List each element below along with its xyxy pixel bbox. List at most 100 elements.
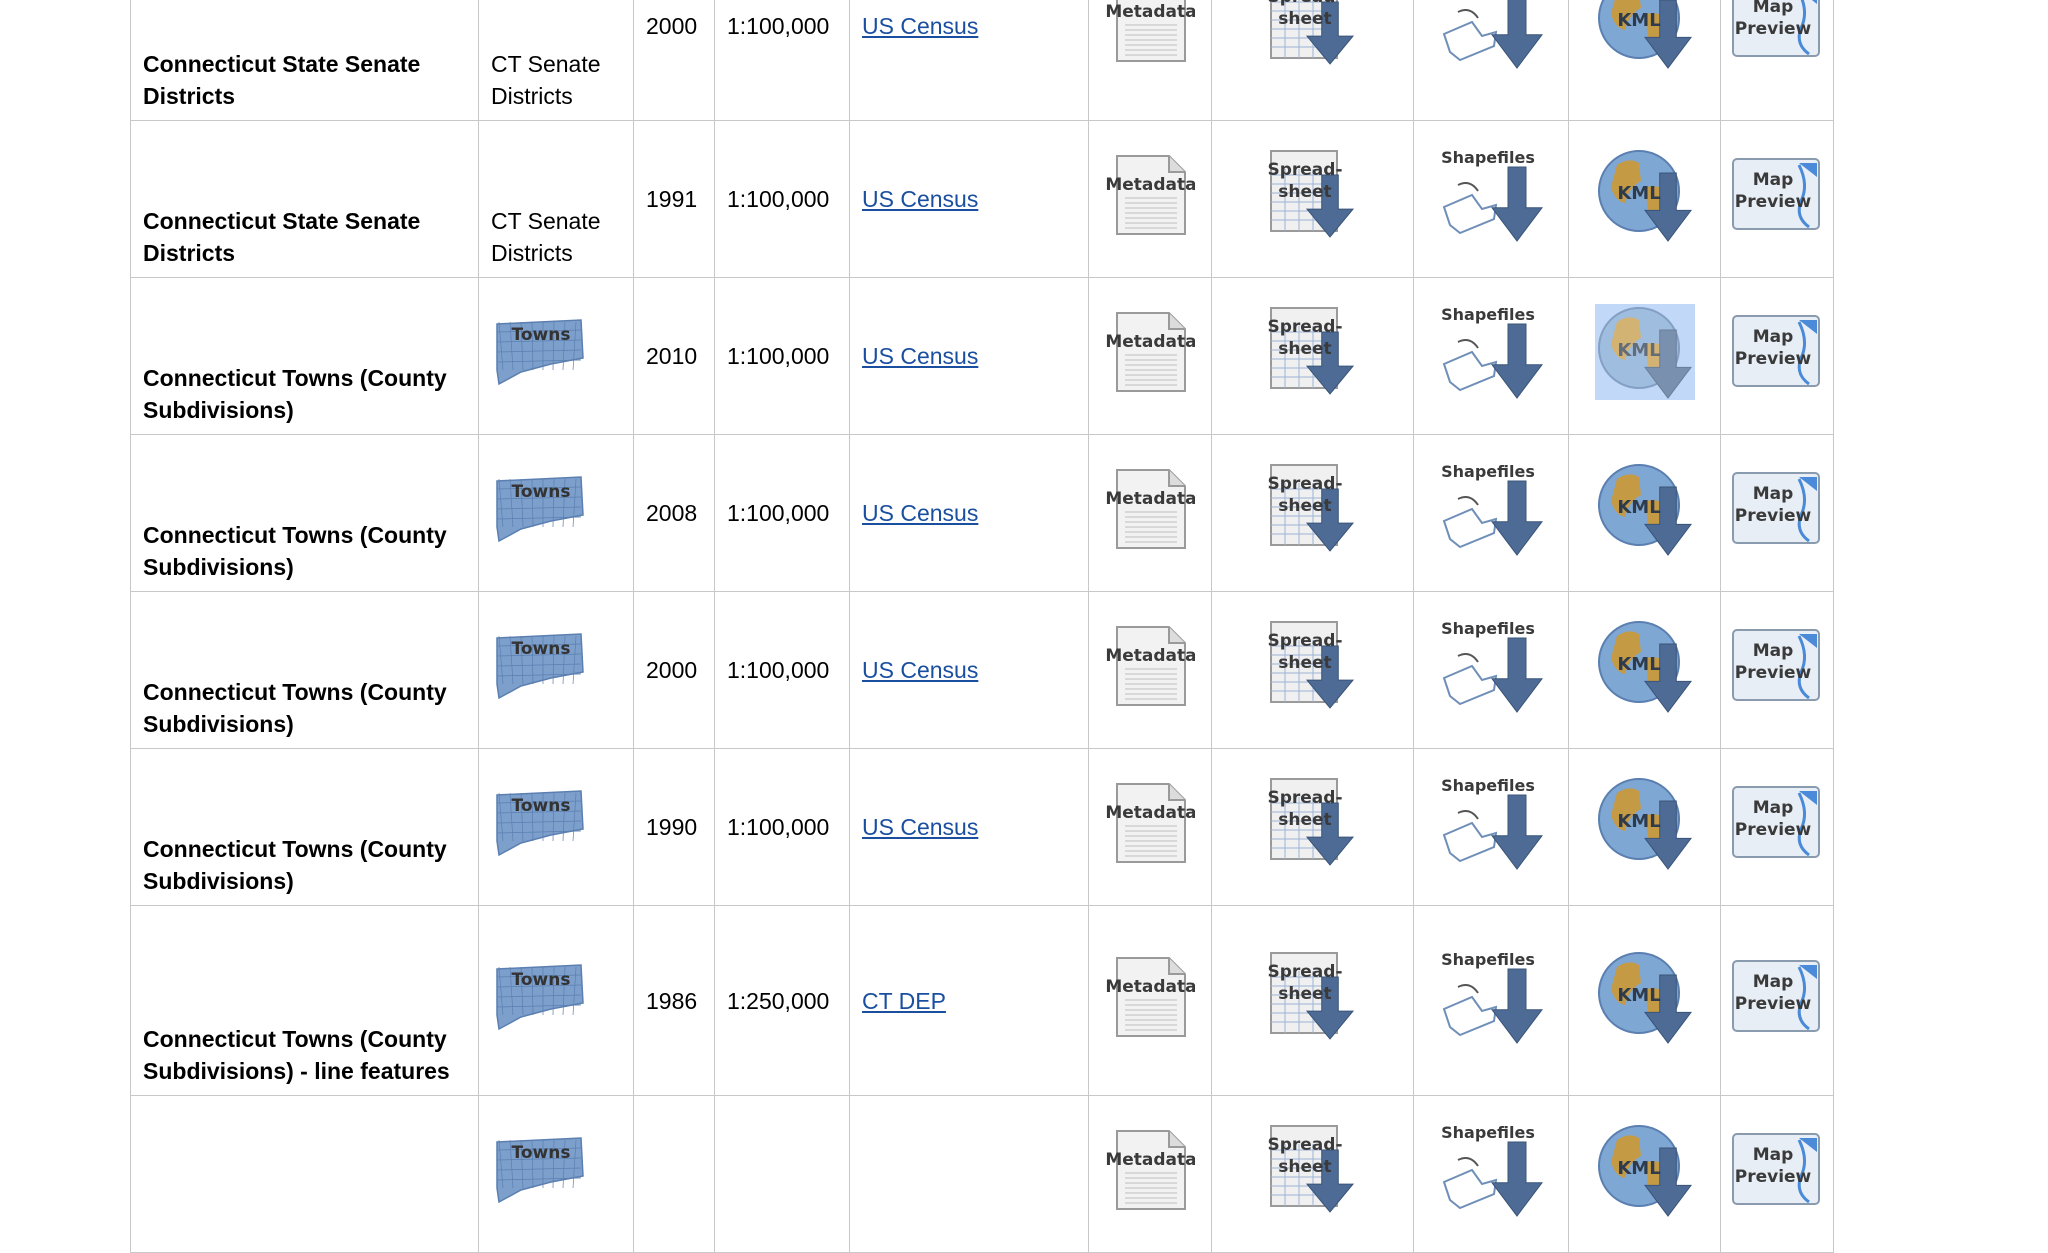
svg-text:Spread-: Spread- (1267, 1135, 1342, 1155)
metadata-cell: Metadata (1088, 591, 1212, 749)
thumbnail-cell: CT Senate Districts (478, 0, 634, 121)
year: 1991 (646, 186, 698, 212)
source-link[interactable]: US Census (862, 657, 979, 683)
scale-cell (714, 1095, 850, 1253)
metadata-icon[interactable]: Metadata (1105, 307, 1195, 397)
svg-text:Spread-: Spread- (1267, 160, 1342, 180)
kml-download-icon[interactable]: KML (1595, 461, 1695, 557)
kml-download-icon[interactable]: KML (1595, 618, 1695, 714)
spreadsheet-download-icon[interactable]: Spread-sheet (1265, 461, 1361, 557)
spreadsheet-download-icon[interactable]: Spread-sheet (1265, 147, 1361, 243)
map-preview-icon[interactable]: Map Preview (1729, 155, 1825, 235)
shapefiles-cell: Shapefiles (1413, 748, 1569, 906)
towns-thumbnail-icon: Towns (491, 785, 587, 857)
shapefiles-cell: Shapefiles (1413, 120, 1569, 278)
map-preview-icon[interactable]: Map Preview (1729, 957, 1825, 1037)
map-preview-cell: Map Preview (1720, 0, 1834, 121)
map-preview-icon[interactable]: Map Preview (1729, 312, 1825, 392)
map-preview-cell: Map Preview (1720, 591, 1834, 749)
svg-text:Towns: Towns (512, 970, 571, 990)
layer-name-cell: Connecticut Towns (County Subdivisions) … (130, 905, 479, 1096)
metadata-icon[interactable]: Metadata (1105, 464, 1195, 554)
kml-download-icon[interactable]: KML (1595, 775, 1695, 871)
spreadsheet-download-icon[interactable]: Spread-sheet (1265, 775, 1361, 871)
towns-thumbnail-icon: Towns (491, 314, 587, 386)
svg-text:KML: KML (1617, 183, 1660, 204)
shapefiles-download-icon[interactable]: Shapefiles (1436, 616, 1546, 716)
spreadsheet-download-icon[interactable]: Spread-sheet (1265, 618, 1361, 714)
map-preview-icon[interactable]: Map Preview (1729, 626, 1825, 706)
scale: 1:100,000 (727, 186, 830, 212)
spreadsheet-download-icon[interactable]: Spread-sheet (1265, 949, 1361, 1045)
kml-download-icon[interactable]: KML (1595, 1122, 1695, 1218)
metadata-icon[interactable]: Metadata (1105, 621, 1195, 711)
svg-text:Map: Map (1753, 641, 1794, 661)
metadata-icon[interactable]: Metadata (1105, 778, 1195, 868)
shapefiles-download-icon[interactable]: Shapefiles (1436, 947, 1546, 1047)
source-link[interactable]: CT DEP (862, 987, 946, 1014)
kml-cell: KML (1568, 120, 1721, 278)
metadata-icon[interactable]: Metadata (1105, 1125, 1195, 1215)
svg-text:Shapefiles: Shapefiles (1441, 305, 1535, 324)
kml-download-icon[interactable]: KML (1595, 147, 1695, 243)
source-cell: US Census (849, 277, 1089, 435)
metadata-icon[interactable]: Metadata (1105, 952, 1195, 1042)
layer-name: Connecticut Towns (County Subdivisions) (143, 522, 447, 580)
svg-text:Map: Map (1753, 798, 1794, 818)
svg-text:KML: KML (1617, 497, 1660, 518)
thumbnail-cell: Towns (478, 591, 634, 749)
source-link[interactable]: US Census (862, 186, 979, 212)
year: 2010 (646, 343, 698, 369)
metadata-icon[interactable]: Metadata (1105, 150, 1195, 240)
map-preview-icon[interactable]: Map Preview (1729, 783, 1825, 863)
source-link[interactable]: US Census (862, 814, 979, 840)
shapefiles-cell: Shapefiles (1413, 0, 1569, 121)
metadata-cell: Metadata (1088, 120, 1212, 278)
spreadsheet-download-icon[interactable]: Spread-sheet (1265, 0, 1361, 70)
source-link[interactable]: US Census (862, 343, 979, 369)
map-preview-cell: Map Preview (1720, 434, 1834, 592)
thumbnail-cell: Towns (478, 1095, 634, 1253)
kml-download-icon[interactable]: KML (1594, 304, 1695, 400)
layer-name-cell: Connecticut State Senate Districts (130, 120, 479, 278)
shapefiles-download-icon[interactable]: Shapefiles (1436, 302, 1546, 402)
scale-cell: 1:250,000 (714, 905, 850, 1096)
table-row: Connecticut Towns (County Subdivisions) T… (130, 434, 1834, 592)
layer-name-cell: Connecticut Towns (County Subdivisions) (130, 748, 479, 906)
metadata-icon[interactable]: Metadata (1105, 0, 1195, 67)
map-preview-icon[interactable]: Map Preview (1729, 0, 1825, 62)
kml-download-icon[interactable]: KML (1595, 949, 1695, 1045)
layer-name-cell: Connecticut State Senate Districts (130, 0, 479, 121)
thumbnail-cell: CT Senate Districts (478, 120, 634, 278)
svg-text:Preview: Preview (1735, 192, 1812, 212)
svg-text:sheet: sheet (1278, 9, 1331, 29)
shapefiles-download-icon[interactable]: Shapefiles (1436, 1120, 1546, 1220)
towns-thumbnail-icon: Towns (491, 959, 587, 1031)
map-preview-icon[interactable]: Map Preview (1729, 1130, 1825, 1210)
source-link[interactable]: US Census (862, 500, 979, 526)
thumbnail-text: CT Senate Districts (491, 208, 601, 266)
map-preview-icon[interactable]: Map Preview (1729, 469, 1825, 549)
layer-name: Connecticut State Senate Districts (143, 208, 421, 266)
shapefiles-download-icon[interactable]: Shapefiles (1436, 459, 1546, 559)
thumbnail-text: CT Senate Districts (491, 51, 601, 109)
scale-cell: 1:100,000 (714, 591, 850, 749)
scale-cell: 1:100,000 (714, 120, 850, 278)
svg-text:Preview: Preview (1735, 663, 1812, 683)
layer-name-cell (130, 1095, 479, 1253)
shapefiles-download-icon[interactable]: Shapefiles (1436, 773, 1546, 873)
svg-text:Metadata: Metadata (1105, 646, 1195, 666)
kml-download-icon[interactable]: KML (1595, 0, 1695, 70)
source-link[interactable]: US Census (862, 12, 979, 39)
layer-name: Connecticut Towns (County Subdivisions) (143, 679, 447, 737)
spreadsheet-download-icon[interactable]: Spread-sheet (1265, 1122, 1361, 1218)
scale-cell: 1:100,000 (714, 277, 850, 435)
shapefiles-download-icon[interactable]: Shapefiles (1436, 0, 1546, 72)
shapefiles-download-icon[interactable]: Shapefiles (1436, 145, 1546, 245)
year: 2000 (646, 12, 698, 39)
source-cell: US Census (849, 120, 1089, 278)
scale-cell: 1:100,000 (714, 748, 850, 906)
data-table: Connecticut State Senate Districts CT Sen… (130, 0, 1834, 1253)
scale: 1:100,000 (727, 343, 830, 369)
spreadsheet-download-icon[interactable]: Spread-sheet (1265, 304, 1361, 400)
